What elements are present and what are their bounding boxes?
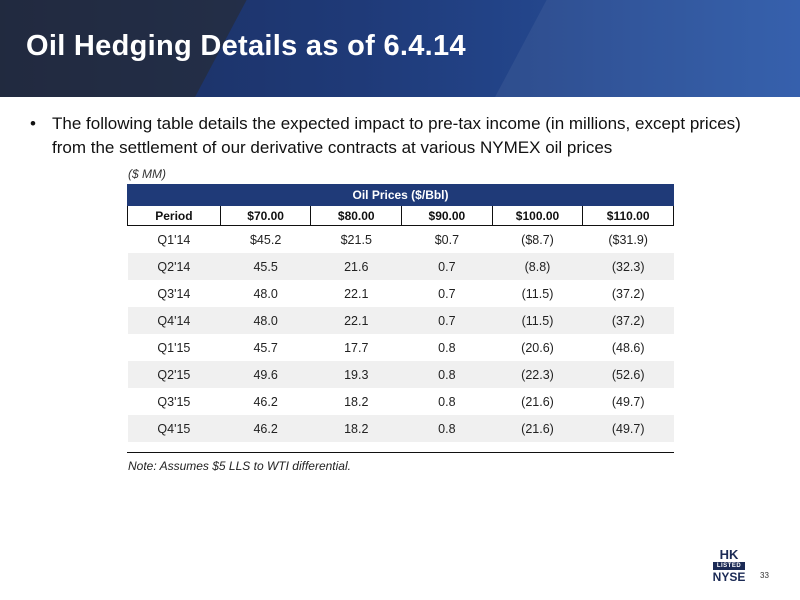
value-cell: 0.7 <box>401 307 493 334</box>
group-header-row: Oil Prices ($/Bbl) <box>127 184 674 206</box>
value-cell: 0.7 <box>438 286 456 301</box>
value-cell: $21.5 <box>340 232 372 247</box>
bullet-point: • The following table details the expect… <box>30 112 770 160</box>
column-header-price: $90.00 <box>401 205 493 226</box>
oil-prices-header: Oil Prices ($/Bbl) <box>127 184 674 206</box>
value-cell: (21.6) <box>492 415 583 442</box>
column-header-price: $100.00 <box>491 205 584 226</box>
value-cell: $0.7 <box>434 232 460 247</box>
value-cell: (37.2) <box>611 286 645 301</box>
page-number: 33 <box>760 571 769 580</box>
value-cell: 0.8 <box>401 415 493 442</box>
value-cell: 49.6 <box>220 361 311 388</box>
table-row: Q2'14 45.5 21.6 0.7 (8.8) (32.3) <box>127 253 674 280</box>
page-title: Oil Hedging Details as of 6.4.14 <box>26 30 466 62</box>
value-cell: ($31.9) <box>608 232 648 247</box>
period-cell: Q2'14 <box>127 253 221 280</box>
period-cell: Q2'15 <box>127 361 221 388</box>
column-header-price: $80.00 <box>310 205 403 226</box>
column-header-price: $70.00 <box>219 205 312 226</box>
table-bottom-rule <box>127 452 674 453</box>
value-cell: (22.3) <box>492 361 583 388</box>
table-row: Q2'15 49.6 19.3 0.8 (22.3) (52.6) <box>127 361 674 388</box>
logo-ticker: HK <box>719 547 739 562</box>
value-cell: (21.6) <box>521 394 554 409</box>
value-cell: 46.2 <box>220 415 311 442</box>
value-cell: (37.2) <box>582 307 674 334</box>
bullet-text: The following table details the expected… <box>52 114 741 157</box>
value-cell: 18.2 <box>310 415 402 442</box>
value-cell: 0.8 <box>401 361 493 388</box>
table-row: Q1'14 $45.2 $21.5 $0.7 ($8.7) ($31.9) <box>128 226 674 254</box>
table-row: Q3'15 46.2 18.2 0.8 (21.6) (49.7) <box>128 388 674 415</box>
table-row: Q1'15 45.7 17.7 0.8 (20.6) (48.6) <box>128 334 674 361</box>
table-row: Q3'14 48.0 22.1 0.7 (11.5) (37.2) <box>128 280 674 307</box>
period-cell: Q4'15 <box>127 415 221 442</box>
oil-hedging-table: Oil Prices ($/Bbl) Period $70.00 $80.00 … <box>127 184 674 442</box>
value-cell: 48.0 <box>220 307 311 334</box>
logo-exchange: NYSE <box>712 570 746 584</box>
period-cell: Q3'14 <box>157 286 191 301</box>
column-header-period: Period <box>127 205 221 226</box>
value-cell: (8.8) <box>492 253 583 280</box>
title-banner: Oil Hedging Details as of 6.4.14 <box>0 0 800 97</box>
value-cell: 46.2 <box>253 394 278 409</box>
banner-stripe <box>482 0 800 97</box>
period-cell: Q3'15 <box>157 394 191 409</box>
value-cell: (48.6) <box>611 340 645 355</box>
value-cell: (49.7) <box>611 394 645 409</box>
value-cell: 18.2 <box>344 394 369 409</box>
value-cell: 45.5 <box>220 253 311 280</box>
value-cell: 0.7 <box>401 253 493 280</box>
value-cell: 19.3 <box>310 361 402 388</box>
value-cell: ($8.7) <box>521 232 554 247</box>
table-row: Q4'14 48.0 22.1 0.7 (11.5) (37.2) <box>127 307 674 334</box>
value-cell: 48.0 <box>253 286 278 301</box>
bullet-marker: • <box>30 114 36 133</box>
value-cell: 22.1 <box>310 307 402 334</box>
period-cell: Q1'14 <box>157 232 191 247</box>
hk-nyse-logo: HK LISTED NYSE <box>711 548 747 583</box>
value-cell: (52.6) <box>582 361 674 388</box>
value-cell: $45.2 <box>249 232 282 247</box>
value-cell: (11.5) <box>521 286 554 301</box>
column-header-row: Period $70.00 $80.00 $90.00 $100.00 $110… <box>127 205 674 226</box>
column-header-price: $110.00 <box>582 205 674 226</box>
value-cell: 0.8 <box>438 340 456 355</box>
value-cell: (49.7) <box>582 415 674 442</box>
value-cell: (32.3) <box>582 253 674 280</box>
value-cell: 22.1 <box>344 286 369 301</box>
units-label: ($ MM) <box>128 167 166 181</box>
value-cell: (11.5) <box>492 307 583 334</box>
table-row: Q4'15 46.2 18.2 0.8 (21.6) (49.7) <box>127 415 674 442</box>
value-cell: (20.6) <box>521 340 554 355</box>
value-cell: 17.7 <box>344 340 369 355</box>
value-cell: 0.8 <box>438 394 456 409</box>
logo-listed: LISTED <box>713 562 745 570</box>
period-cell: Q1'15 <box>157 340 191 355</box>
table-footnote: Note: Assumes $5 LLS to WTI differential… <box>128 459 351 473</box>
value-cell: 21.6 <box>310 253 402 280</box>
value-cell: 45.7 <box>253 340 278 355</box>
period-cell: Q4'14 <box>127 307 221 334</box>
